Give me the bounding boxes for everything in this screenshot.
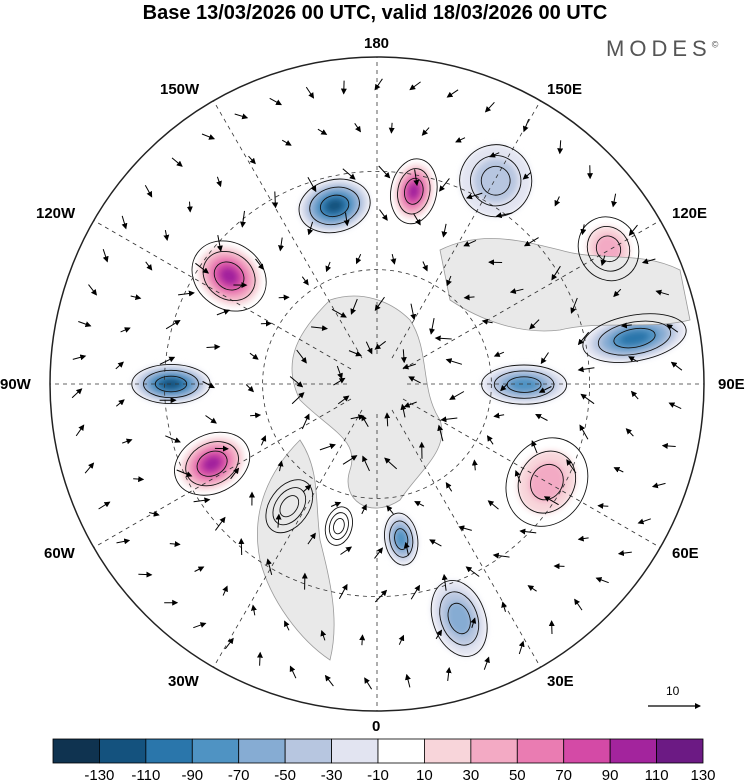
wind-arrow bbox=[391, 123, 392, 133]
wind-arrow bbox=[362, 635, 363, 645]
colorbar-segment bbox=[192, 739, 238, 763]
wind-arrow bbox=[241, 539, 242, 555]
colorbar-tick-label: -70 bbox=[228, 767, 250, 784]
colorbar-segment bbox=[424, 739, 470, 763]
lon-label-150w: 150W bbox=[160, 81, 199, 98]
lon-label-0: 0 bbox=[372, 718, 380, 735]
map-disc bbox=[40, 50, 720, 730]
lon-label-90w: 90W bbox=[0, 376, 31, 393]
wind-arrow bbox=[138, 574, 151, 575]
lon-label-60w: 60W bbox=[44, 545, 75, 562]
lon-label-150e: 150E bbox=[547, 81, 582, 98]
colorbar-segment bbox=[53, 739, 99, 763]
wind-arrow bbox=[190, 202, 191, 212]
lon-label-120w: 120W bbox=[36, 205, 75, 222]
colorbar-tick-label: 70 bbox=[555, 767, 572, 784]
colorbar bbox=[53, 739, 703, 763]
colorbar-segment bbox=[471, 739, 517, 763]
lon-label-60e: 60E bbox=[672, 545, 699, 562]
lon-label-120e: 120E bbox=[672, 205, 707, 222]
lon-label-30e: 30E bbox=[547, 673, 574, 690]
reference-vector-label: 10 bbox=[666, 684, 679, 698]
colorbar-segment bbox=[610, 739, 656, 763]
colorbar-segment bbox=[146, 739, 192, 763]
anomaly-level bbox=[509, 378, 539, 392]
wind-arrow bbox=[598, 506, 608, 507]
colorbar-tick-label: 50 bbox=[509, 767, 526, 784]
colorbar-segment bbox=[657, 739, 703, 763]
colorbar-tick-label: -130 bbox=[84, 767, 114, 784]
colorbar-tick-label: 90 bbox=[602, 767, 619, 784]
colorbar-segment bbox=[239, 739, 285, 763]
wind-arrow bbox=[387, 413, 388, 426]
colorbar-tick-label: -30 bbox=[321, 767, 343, 784]
wind-arrow bbox=[260, 653, 261, 666]
lon-label-30w: 30W bbox=[168, 673, 199, 690]
colorbar-segment bbox=[517, 739, 563, 763]
colorbar-segment bbox=[378, 739, 424, 763]
colorbar-tick-label: -10 bbox=[367, 767, 389, 784]
colorbar-tick-label: 10 bbox=[416, 767, 433, 784]
colorbar-tick-label: -110 bbox=[131, 767, 160, 784]
lon-label-90e: 90E bbox=[718, 376, 745, 393]
colorbar-tick-label: 30 bbox=[463, 767, 480, 784]
colorbar-segment bbox=[564, 739, 610, 763]
colorbar-tick-label: -50 bbox=[274, 767, 296, 784]
colorbar-segment bbox=[285, 739, 331, 763]
lon-label-180: 180 bbox=[364, 35, 389, 52]
colorbar-tick-label: 110 bbox=[645, 767, 669, 784]
colorbar-segment bbox=[99, 739, 145, 763]
colorbar-tick-label: -90 bbox=[181, 767, 203, 784]
wind-arrow bbox=[275, 192, 276, 208]
colorbar-segment bbox=[332, 739, 378, 763]
colorbar-tick-label: 130 bbox=[690, 767, 715, 784]
wind-arrow bbox=[133, 479, 143, 480]
